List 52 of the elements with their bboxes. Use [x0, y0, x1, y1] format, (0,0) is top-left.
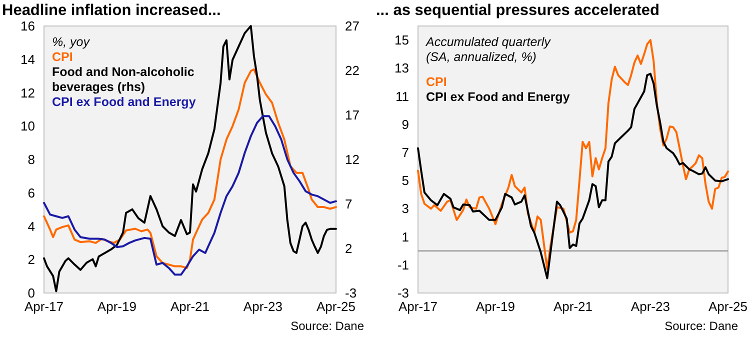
- y2-tick-label: 17: [345, 108, 360, 123]
- y-tick-label: 2: [28, 252, 35, 268]
- y-tick-label: 11: [396, 88, 409, 104]
- y-tick-label: 3: [402, 201, 409, 216]
- y-tick-label: -1: [397, 257, 409, 272]
- x-tick-label: Apr-17: [398, 299, 438, 314]
- x-tick-label: Apr-19: [476, 299, 515, 314]
- line-series: [417, 72, 729, 280]
- legend-title: %, yoy: [52, 35, 90, 49]
- y-tick-label: 9: [402, 116, 409, 132]
- y-tick-label: 10: [20, 118, 35, 134]
- x-tick-label: Apr-25: [316, 299, 356, 314]
- x-tick-label: Apr-21: [553, 299, 593, 314]
- y-tick-label: 1: [402, 229, 409, 244]
- x-tick-label: Apr-21: [170, 299, 210, 314]
- y2-tick-label: -3: [345, 286, 357, 301]
- text: CPI ex Food and Energy: [426, 90, 570, 104]
- legend-title: Accumulated quarterly (SA, annualized, %): [425, 35, 552, 64]
- y-tick-label: 8: [28, 152, 35, 168]
- y-tick-label: 6: [28, 185, 35, 200]
- y2-tick-label: 12: [345, 152, 360, 168]
- y-tick-label: 12: [20, 85, 35, 100]
- y-tick-label: 5: [402, 173, 409, 188]
- y2-tick-label: 7: [345, 196, 352, 212]
- y-tick-label: 4: [28, 218, 35, 234]
- x-tick-label: Apr-17: [24, 299, 64, 314]
- line-series: [43, 115, 337, 276]
- x-tick-label: Apr-25: [708, 299, 748, 314]
- y-tick-label: 0: [28, 286, 35, 301]
- y-tick-label: 7: [402, 145, 409, 160]
- x-tick-label: Apr-19: [97, 299, 136, 314]
- line-series: [43, 68, 337, 269]
- line-series: [43, 25, 337, 292]
- line-series: [417, 39, 729, 270]
- x-tick-label: Apr-23: [630, 299, 670, 314]
- y-tick-label: 14: [20, 52, 35, 67]
- y-tick-label: 13: [394, 60, 409, 76]
- y-tick-label: -3: [397, 286, 409, 301]
- chart-title: Headline inflation increased...: [2, 2, 221, 19]
- text: CPI ex Food and Energy: [52, 95, 196, 109]
- y2-tick-label: 22: [345, 63, 360, 78]
- y-tick-label: 15: [394, 32, 409, 48]
- y2-tick-label: 27: [345, 18, 360, 34]
- text: CPI: [426, 75, 447, 89]
- source-note: Source: Dane: [290, 319, 364, 333]
- y2-tick-label: 2: [345, 241, 352, 256]
- source-note: Source: Dane: [664, 319, 738, 333]
- text: CPI: [52, 50, 73, 64]
- chart-title: ... as sequential pressures accelerated: [376, 2, 660, 19]
- series-label: Food and Non-alcoholic beverages (rhs): [52, 65, 194, 94]
- x-tick-label: Apr-23: [243, 299, 282, 314]
- y-tick-label: 16: [20, 18, 35, 34]
